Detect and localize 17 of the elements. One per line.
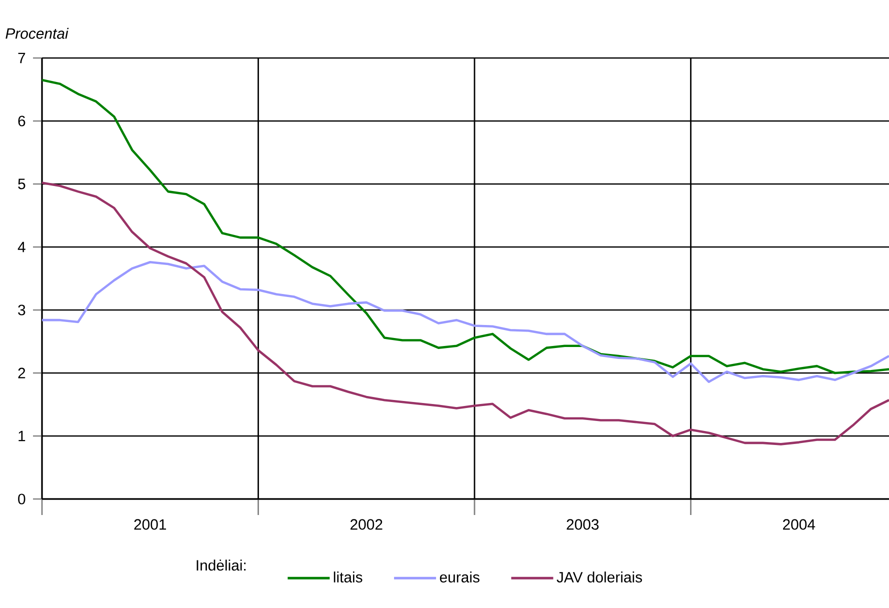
legend-label: litais: [334, 572, 362, 583]
x-tick-label: 2003: [566, 519, 599, 530]
y-tick-label: 4: [18, 242, 26, 252]
y-axis-title: Procentai: [6, 28, 69, 39]
y-tick-label: 0: [18, 494, 26, 504]
x-tick-label: 2002: [350, 519, 382, 530]
x-tick-label: 2004: [783, 519, 816, 530]
y-tick-label: 1: [18, 430, 26, 442]
y-tick-label: 3: [18, 304, 26, 316]
y-tick-label: 5: [18, 178, 26, 190]
legend-label: JAV doleriais: [556, 572, 642, 583]
x-tick-label: 2001: [134, 519, 166, 530]
legend-label: eurais: [440, 572, 480, 583]
y-tick-label: 7: [18, 52, 26, 64]
y-tick-label: 2: [18, 368, 26, 378]
legend-title: Indėliai:: [196, 560, 246, 571]
y-tick-label: 6: [18, 116, 26, 126]
